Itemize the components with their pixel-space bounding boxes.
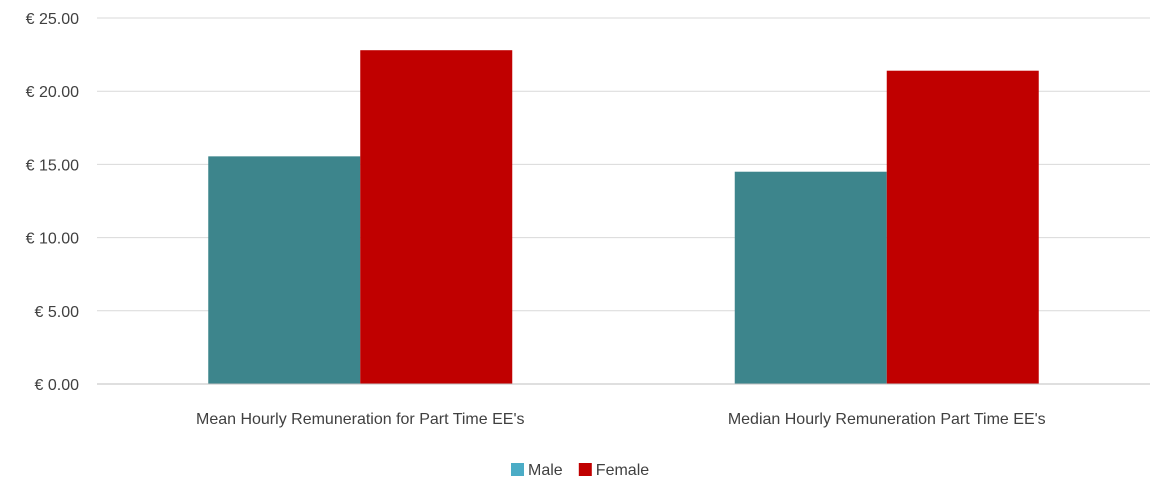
bar-female bbox=[360, 50, 513, 384]
y-tick-label: € 20.00 bbox=[26, 84, 79, 101]
y-axis-tick-labels: € 0.00 € 5.00 € 10.00 € 15.00 € 20.00 € 25.00 bbox=[26, 11, 79, 394]
legend: Male Female bbox=[511, 462, 649, 479]
legend-label-male: Male bbox=[528, 462, 563, 479]
x-axis-category-labels: Mean Hourly Remuneration for Part Time E… bbox=[196, 411, 1046, 428]
y-tick-label: € 15.00 bbox=[26, 157, 79, 174]
y-tick-label: € 25.00 bbox=[26, 11, 79, 28]
x-category-label: Median Hourly Remuneration Part Time EE'… bbox=[728, 411, 1046, 428]
y-tick-label: € 0.00 bbox=[35, 377, 80, 394]
x-category-label: Mean Hourly Remuneration for Part Time E… bbox=[196, 411, 525, 428]
legend-label-female: Female bbox=[596, 462, 649, 479]
y-tick-label: € 5.00 bbox=[35, 304, 80, 321]
bar-male bbox=[208, 156, 361, 384]
bars bbox=[208, 50, 1039, 384]
y-tick-label: € 10.00 bbox=[26, 231, 79, 248]
bar-male bbox=[734, 171, 887, 384]
bar-female bbox=[886, 70, 1039, 384]
legend-swatch-female bbox=[578, 463, 592, 476]
legend-swatch-male bbox=[511, 463, 524, 476]
